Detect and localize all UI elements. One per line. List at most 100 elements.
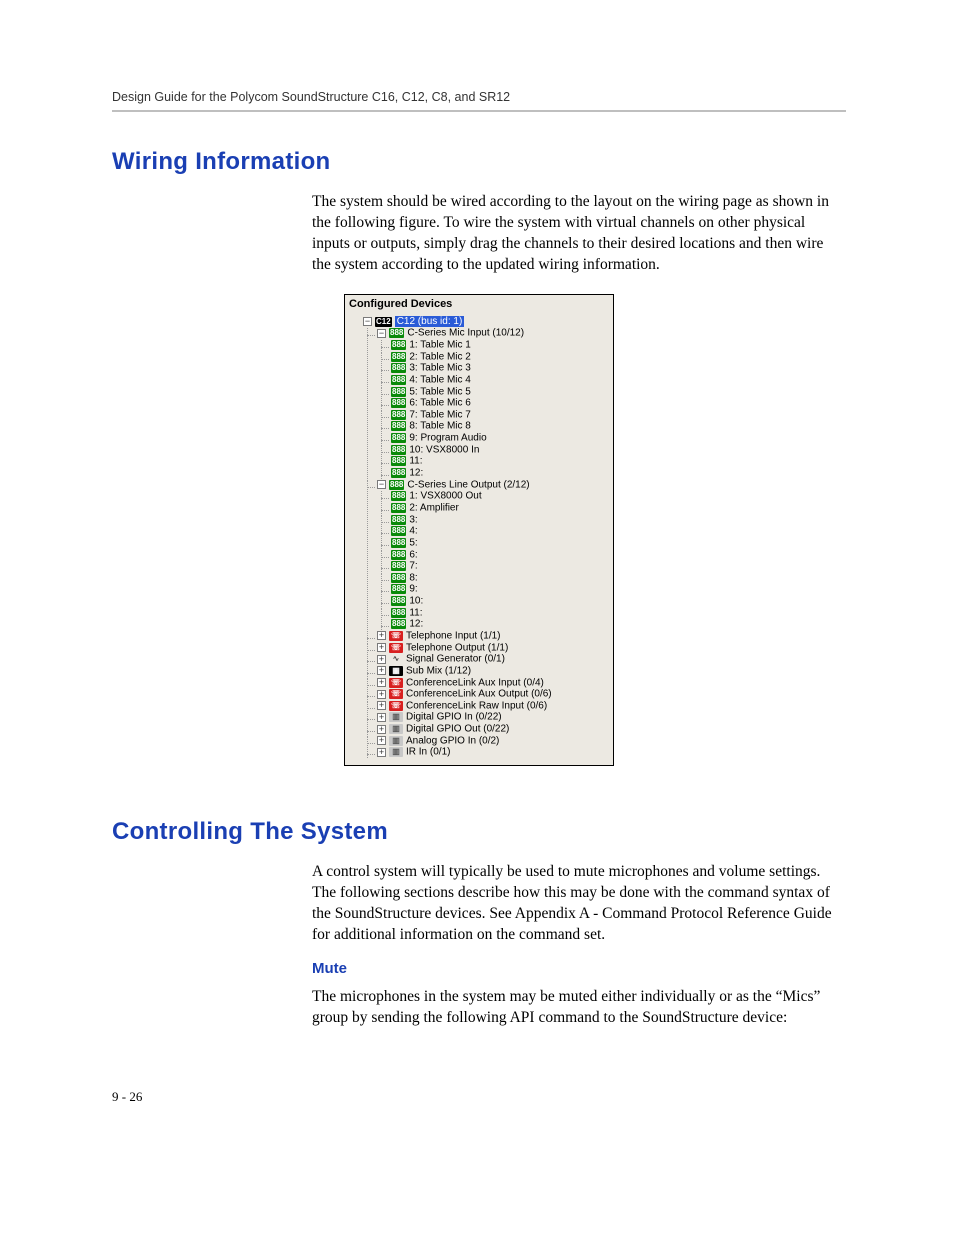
ch-icon: 888 [391, 584, 406, 594]
ch-icon: 888 [391, 456, 406, 466]
mic-input-group[interactable]: C-Series Mic Input (10/12) [407, 328, 524, 339]
tree-leaf[interactable]: 5: Table Mic 5 [409, 386, 471, 397]
tree-leaf[interactable]: 10: VSX8000 In [409, 444, 479, 455]
tree-leaf[interactable]: 11: [409, 607, 422, 618]
ch-icon: 888 [391, 561, 406, 571]
tree-panel: Configured Devices −C12C12 (bus id: 1)−8… [344, 294, 614, 766]
ch-icon: 888 [391, 352, 406, 362]
tree-leaf[interactable]: 3: [409, 514, 417, 525]
tree-leaf[interactable]: 1: Table Mic 1 [409, 340, 471, 351]
tree-leaf[interactable]: 9: [409, 584, 417, 595]
expander-icon[interactable]: + [377, 666, 386, 675]
tree-leaf[interactable]: Sub Mix (1/12) [406, 666, 471, 677]
ch-icon: 888 [391, 515, 406, 525]
ch-icon: 888 [391, 503, 406, 513]
tree-leaf[interactable]: 8: [409, 572, 417, 583]
grp-icon: 888 [389, 328, 404, 338]
tree-leaf[interactable]: 2: Table Mic 2 [409, 351, 471, 362]
tel-icon: ☏ [389, 643, 403, 653]
ch-icon: 888 [391, 340, 406, 350]
wiring-paragraph: The system should be wired according to … [312, 192, 846, 276]
sub-icon: ▦ [389, 666, 403, 676]
mute-paragraph: The microphones in the system may be mut… [312, 987, 846, 1029]
ch-icon: 888 [391, 538, 406, 548]
device-root[interactable]: C12 (bus id: 1) [395, 316, 465, 327]
ch-icon: 888 [391, 410, 406, 420]
ch-icon: 888 [391, 550, 406, 560]
page-number: 9 - 26 [112, 1089, 846, 1105]
expander-icon[interactable]: + [377, 725, 386, 734]
expander-icon[interactable]: + [377, 678, 386, 687]
expander-icon[interactable]: + [377, 713, 386, 722]
tree-leaf[interactable]: 7: [409, 561, 417, 572]
tree-leaf[interactable]: ConferenceLink Aux Input (0/4) [406, 677, 544, 688]
tree-leaf[interactable]: Digital GPIO Out (0/22) [406, 724, 509, 735]
tree-leaf[interactable]: IR In (0/1) [406, 747, 450, 758]
tree-leaf[interactable]: 9: Program Audio [409, 433, 486, 444]
expander-icon[interactable]: + [377, 701, 386, 710]
device-tree[interactable]: −C12C12 (bus id: 1)−888C-Series Mic Inpu… [349, 317, 609, 758]
clnk-icon: ☏ [389, 701, 403, 711]
ch-icon: 888 [391, 398, 406, 408]
ch-icon: 888 [391, 433, 406, 443]
tree-leaf[interactable]: Analog GPIO In (0/2) [406, 735, 499, 746]
line-output-group[interactable]: C-Series Line Output (2/12) [407, 479, 529, 490]
tree-leaf[interactable]: Signal Generator (0/1) [406, 654, 505, 665]
tree-leaf[interactable]: ConferenceLink Aux Output (0/6) [406, 689, 552, 700]
mute-title: Mute [312, 960, 846, 977]
controlling-paragraph: A control system will typically be used … [312, 862, 846, 946]
ch-icon: 888 [391, 468, 406, 478]
tree-leaf[interactable]: 1: VSX8000 Out [409, 491, 481, 502]
ch-icon: 888 [391, 363, 406, 373]
clnk-icon: ☏ [389, 689, 403, 699]
tree-leaf[interactable]: Digital GPIO In (0/22) [406, 712, 502, 723]
ch-icon: 888 [391, 375, 406, 385]
expander-icon[interactable]: + [377, 748, 386, 757]
gpio-icon: ▥ [389, 712, 403, 722]
ch-icon: 888 [391, 596, 406, 606]
ch-icon: 888 [391, 421, 406, 431]
sig-icon: ∿ [389, 654, 403, 664]
tree-leaf[interactable]: 11: [409, 456, 422, 467]
expander-icon[interactable]: + [377, 736, 386, 745]
page-header: Design Guide for the Polycom SoundStruct… [112, 90, 846, 112]
tree-leaf[interactable]: 12: [409, 468, 423, 479]
ch-icon: 888 [391, 619, 406, 629]
tree-leaf[interactable]: 10: [409, 596, 423, 607]
dev-icon: C12 [375, 317, 392, 327]
gpio-icon: ▥ [389, 724, 403, 734]
grp-icon: 888 [389, 480, 404, 490]
gpio-icon: ▥ [389, 747, 403, 757]
tree-leaf[interactable]: 4: [409, 526, 417, 537]
tree-leaf[interactable]: Telephone Output (1/1) [406, 642, 508, 653]
tree-leaf[interactable]: 12: [409, 619, 423, 630]
expander-icon[interactable]: − [363, 317, 372, 326]
expander-icon[interactable]: + [377, 631, 386, 640]
ch-icon: 888 [391, 526, 406, 536]
expander-icon[interactable]: + [377, 655, 386, 664]
controlling-title: Controlling The System [112, 818, 846, 846]
tree-leaf[interactable]: 5: [409, 538, 417, 549]
tree-leaf[interactable]: Telephone Input (1/1) [406, 631, 501, 642]
ch-icon: 888 [391, 491, 406, 501]
tree-leaf[interactable]: ConferenceLink Raw Input (0/6) [406, 700, 547, 711]
expander-icon[interactable]: + [377, 690, 386, 699]
tel-icon: ☏ [389, 631, 403, 641]
expander-icon[interactable]: + [377, 643, 386, 652]
wiring-title: Wiring Information [112, 148, 846, 176]
tree-leaf[interactable]: 6: [409, 549, 417, 560]
ch-icon: 888 [391, 387, 406, 397]
tree-leaf[interactable]: 4: Table Mic 4 [409, 375, 471, 386]
tree-panel-title: Configured Devices [349, 297, 609, 316]
gpio-icon: ▥ [389, 736, 403, 746]
tree-leaf[interactable]: 2: Amplifier [409, 503, 458, 514]
tree-leaf[interactable]: 6: Table Mic 6 [409, 398, 471, 409]
expander-icon[interactable]: − [377, 480, 386, 489]
tree-leaf[interactable]: 7: Table Mic 7 [409, 409, 471, 420]
ch-icon: 888 [391, 573, 406, 583]
configured-devices-figure: Configured Devices −C12C12 (bus id: 1)−8… [112, 294, 846, 766]
expander-icon[interactable]: − [377, 329, 386, 338]
tree-leaf[interactable]: 3: Table Mic 3 [409, 363, 471, 374]
tree-leaf[interactable]: 8: Table Mic 8 [409, 421, 471, 432]
clnk-icon: ☏ [389, 678, 403, 688]
